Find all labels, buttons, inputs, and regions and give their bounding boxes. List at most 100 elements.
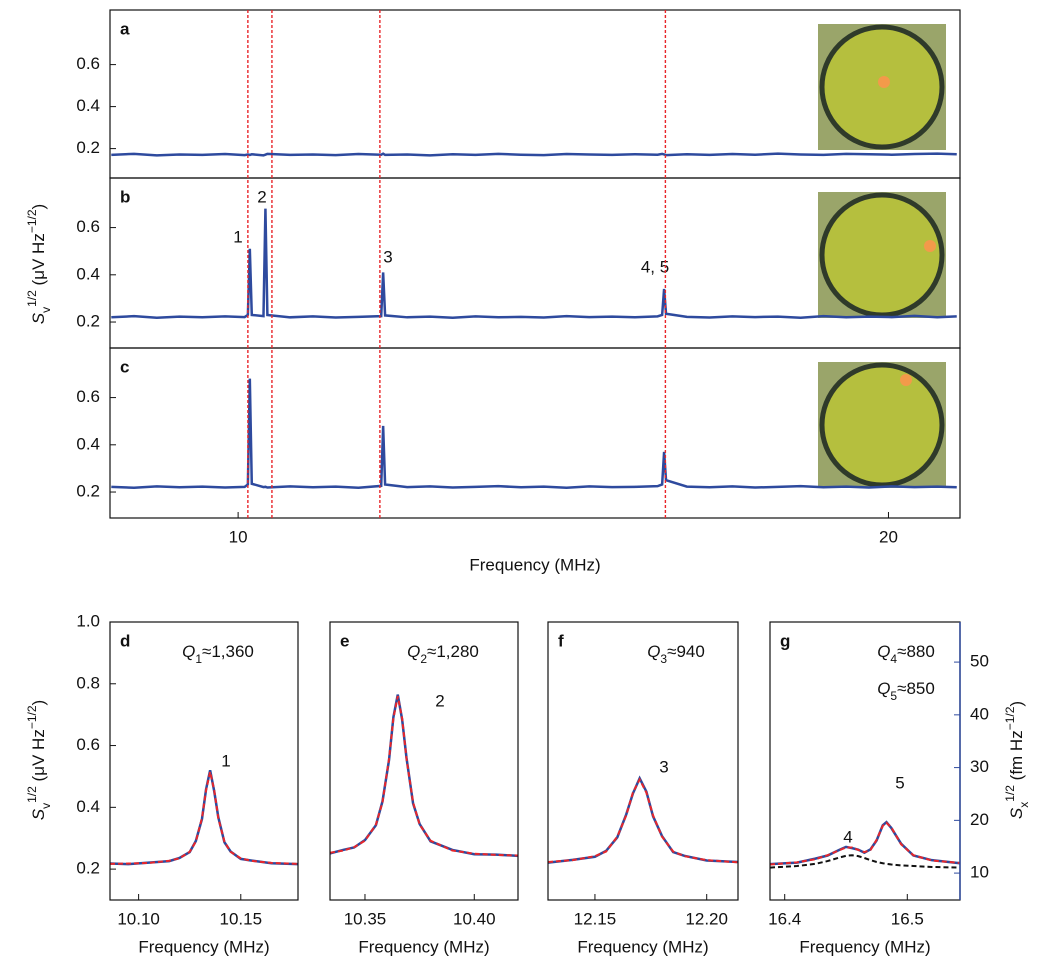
x-axis-label: Frequency (MHz) [799, 937, 930, 956]
x-axis-label: Frequency (MHz) [138, 937, 269, 956]
y2-tick-label: 40 [970, 704, 989, 723]
y-tick-label: 0.2 [76, 138, 100, 157]
x-axis-label: Frequency (MHz) [469, 555, 600, 574]
panel-letter: e [340, 631, 349, 650]
label-part: 5 [890, 689, 897, 703]
peak-label: 1 [221, 751, 230, 770]
data-line [109, 770, 299, 866]
label-part: 4 [890, 652, 897, 666]
label-part: v [39, 803, 53, 809]
data-line [111, 378, 957, 490]
peak-label: 5 [895, 773, 904, 792]
x-axis-label: Frequency (MHz) [577, 937, 708, 956]
y-tick-label: 0.8 [76, 673, 100, 692]
peak-label: 3 [659, 757, 668, 776]
data-line [111, 152, 957, 157]
label-part: ≈940 [667, 642, 705, 661]
y-tick-label: 0.2 [76, 482, 100, 501]
rich-label: Sx1/2 (fm Hz−1/2) [1003, 701, 1031, 819]
peak-label: 1 [233, 227, 242, 246]
inset-ring [819, 192, 945, 318]
fit-line [109, 771, 299, 865]
label-part: 1/2 [25, 786, 39, 803]
y-tick-label: 0.4 [76, 434, 100, 453]
y-tick-label: 1.0 [76, 611, 100, 630]
inset-spot [924, 240, 936, 252]
label-part: Q [407, 642, 420, 661]
label-part: (μV Hz [29, 233, 48, 290]
y-tick-label: 0.6 [76, 387, 100, 406]
peak-label: 4 [843, 827, 852, 846]
panel-letter: c [120, 357, 129, 376]
y-tick-label: 0.2 [76, 859, 100, 878]
label-part: Q [877, 679, 890, 698]
inset-spot [878, 76, 890, 88]
label-part: ≈880 [897, 642, 935, 661]
label-part: Q [647, 642, 660, 661]
x-tick-label: 10.35 [344, 909, 387, 928]
label-part: −1/2 [1003, 706, 1017, 730]
y-tick-label: 0.6 [76, 217, 100, 236]
label-part: 1/2 [25, 290, 39, 307]
x-tick-label: 10.40 [453, 909, 496, 928]
label-part: −1/2 [25, 209, 39, 233]
label-part: ≈850 [897, 679, 935, 698]
x-tick-label: 10.10 [117, 909, 160, 928]
y-tick-label: 0.2 [76, 312, 100, 331]
x-axis-label: Frequency (MHz) [358, 937, 489, 956]
peak-label: 3 [383, 247, 392, 266]
label-part: Q [877, 642, 890, 661]
x-tick-label: 12.15 [574, 909, 617, 928]
label-part: 1/2 [1003, 785, 1017, 802]
panel-letter: b [120, 187, 130, 206]
rich-label: Sv1/2 (μV Hz−1/2) [25, 204, 53, 324]
y2-tick-label: 20 [970, 810, 989, 829]
label-part: x [1017, 802, 1031, 808]
rich-label: Sv1/2 (μV Hz−1/2) [25, 700, 53, 820]
panel-letter: d [120, 631, 130, 650]
data-line [329, 694, 519, 858]
label-part: ≈1,280 [427, 642, 479, 661]
label-part: ) [29, 700, 48, 706]
x-tick-label: 16.4 [768, 909, 801, 928]
fit-line [769, 854, 961, 869]
label-part: Q [182, 642, 195, 661]
panel-letter: f [558, 631, 564, 650]
label-part: ) [29, 204, 48, 210]
label-part: 3 [660, 652, 667, 666]
rich-label: Q3≈940 [647, 642, 705, 666]
fit-line [769, 821, 961, 866]
label-part: −1/2 [25, 705, 39, 729]
label-part: ) [1007, 701, 1026, 707]
y-tick-label: 0.4 [76, 96, 100, 115]
label-part: S [29, 808, 48, 820]
rich-label: Q5≈850 [877, 679, 935, 703]
panel-frame [329, 621, 519, 901]
y2-tick-label: 10 [970, 863, 989, 882]
peak-label: 2 [435, 691, 444, 710]
inset-spot [900, 374, 912, 386]
panel-frame [547, 621, 739, 901]
y-tick-label: 0.4 [76, 797, 100, 816]
fit-line [329, 695, 519, 857]
panel-letter: a [120, 19, 130, 38]
label-part: 1 [195, 652, 202, 666]
label-part: (fm Hz [1007, 730, 1026, 785]
inset-ring [819, 362, 945, 488]
x-tick-label: 10 [229, 527, 248, 546]
y2-tick-label: 50 [970, 652, 989, 671]
rich-label: Q1≈1,360 [182, 642, 254, 666]
y-tick-label: 0.4 [76, 264, 100, 283]
panel-frame [109, 347, 961, 519]
y-tick-label: 0.6 [76, 54, 100, 73]
rich-label: Q2≈1,280 [407, 642, 479, 666]
label-part: S [1007, 807, 1026, 819]
data-line [547, 775, 739, 864]
label-part: v [39, 307, 53, 313]
panel-letter: g [780, 631, 790, 650]
peak-label: 4, 5 [641, 257, 669, 276]
fit-line [547, 777, 739, 864]
label-part: ≈1,360 [202, 642, 254, 661]
